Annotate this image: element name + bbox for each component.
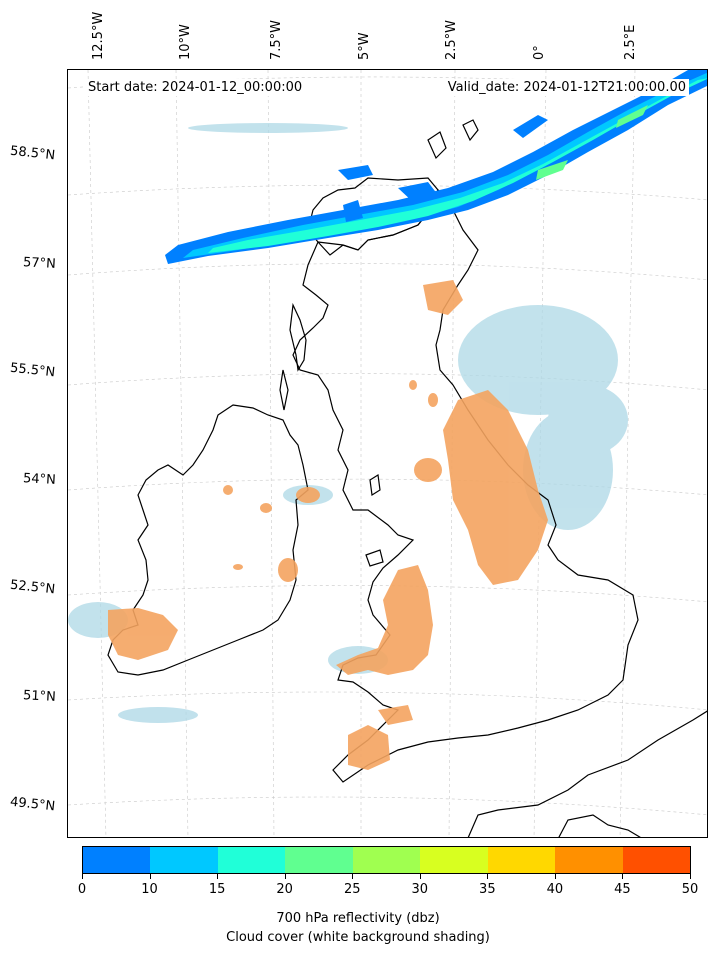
colorbar-tick <box>352 874 354 879</box>
band-patch <box>338 165 373 180</box>
colorbar-tick-label: 0 <box>77 882 87 897</box>
cloud-patch <box>188 123 348 133</box>
colorbar-segment <box>555 847 623 873</box>
longitude-label: 0° <box>532 45 547 60</box>
gridline <box>68 691 707 711</box>
colorbar-segment <box>622 847 690 873</box>
coastline-anglesey <box>365 549 384 567</box>
map-panel: Start date: 2024-01-12_00:00:00 Valid_da… <box>67 69 708 838</box>
colorbar-segment <box>285 847 353 873</box>
coastline-hebrides <box>289 302 307 372</box>
colorbar-tick-label: 20 <box>276 882 293 897</box>
colorbar-tick <box>487 874 489 879</box>
band-patch <box>398 182 438 202</box>
colorbar-tick-label: 35 <box>479 882 496 897</box>
longitude-label: 10°W <box>178 24 193 60</box>
colorbar-tick-label: 10 <box>141 882 158 897</box>
cloud-patch <box>548 385 628 455</box>
longitude-label: 12.5°W <box>91 11 106 60</box>
colorbar-tick-label: 30 <box>411 882 429 897</box>
latitude-label: 57°N <box>22 255 57 272</box>
coastline-isle-of-man <box>369 473 381 497</box>
gridline <box>68 796 707 816</box>
colorbar-tick <box>554 874 556 879</box>
map-canvas <box>68 70 707 837</box>
colorbar-tick <box>284 874 286 879</box>
latitude-label: 52.5°N <box>9 577 56 598</box>
gridline <box>175 70 189 837</box>
colorbar-label: 700 hPa reflectivity (dbz) <box>276 911 440 926</box>
precip-patch <box>296 487 320 503</box>
gridline <box>267 70 275 837</box>
gridline <box>87 70 107 837</box>
band-peak <box>616 105 648 128</box>
latitude-label: 49.5°N <box>9 794 56 815</box>
colorbar-tick <box>419 874 421 879</box>
gridline <box>68 478 707 496</box>
longitude-label: 5°W <box>357 32 372 60</box>
colorbar-tick-label: 15 <box>208 882 226 897</box>
band-outer <box>165 70 707 264</box>
colorbar-tick <box>82 874 83 879</box>
colorbar-tick <box>690 874 691 879</box>
precipitation-areas <box>108 280 548 770</box>
coastline-shetland <box>462 119 479 142</box>
longitude-label: 2.5°E <box>623 24 638 60</box>
precip-patch <box>428 393 438 407</box>
precip-patch <box>336 565 433 675</box>
precip-patch <box>233 564 243 570</box>
valid-date-label: Valid_date: 2024-01-12T21:00:00.00 <box>444 79 689 96</box>
gridline <box>68 184 707 201</box>
precip-patch <box>423 280 463 315</box>
colorbar-tick <box>622 874 624 879</box>
coastline-great-britain <box>292 188 639 783</box>
colorbar-segment <box>352 847 421 873</box>
longitude-label: 7.5°W <box>269 19 284 60</box>
precip-patch <box>108 608 178 660</box>
colorbar-tick <box>149 874 151 879</box>
band-peak <box>536 160 568 180</box>
longitude-label: 2.5°W <box>444 19 459 60</box>
latitude-label: 54°N <box>22 471 57 488</box>
colorbar-tick-label: 40 <box>546 882 564 897</box>
latitude-label: 58.5°N <box>9 143 56 164</box>
colorbar-tick-label: 50 <box>681 882 699 897</box>
band-patch <box>343 200 363 222</box>
precip-patch <box>223 485 233 495</box>
band-patch <box>513 115 548 138</box>
colorbar-tick-label: 45 <box>614 882 631 897</box>
coastline-continent <box>558 814 641 837</box>
precip-patch <box>278 558 298 582</box>
colorbar-segment <box>83 847 151 873</box>
colorbar-segment <box>150 847 218 873</box>
gridline <box>619 70 636 837</box>
gridline <box>68 373 707 391</box>
reflectivity-band <box>165 70 707 264</box>
precip-patch <box>443 390 548 585</box>
coastline-ireland <box>107 404 309 676</box>
gridline <box>68 585 707 603</box>
precip-patch <box>378 705 413 725</box>
coastline-hebrides <box>279 369 289 411</box>
precip-patch <box>414 458 442 482</box>
colorbar-segment <box>487 847 556 873</box>
colorbar-tick-label: 25 <box>343 882 361 897</box>
latitude-label: 55.5°N <box>9 360 56 381</box>
start-date-label: Start date: 2024-01-12_00:00:00 <box>85 79 306 96</box>
latitude-label: 51°N <box>22 688 57 705</box>
colorbar-tick <box>217 874 219 879</box>
precip-patch <box>260 503 272 513</box>
precip-patch <box>409 380 417 390</box>
coastline-france <box>467 710 707 837</box>
gridline <box>68 263 707 281</box>
colorbar <box>82 846 691 874</box>
colorbar-segment <box>420 847 488 873</box>
coastlines <box>107 119 707 837</box>
colorbar-segment <box>217 847 286 873</box>
coastline-orkney <box>427 131 447 160</box>
colorbar-sublabel: Cloud cover (white background shading) <box>226 930 490 945</box>
cloud-patch <box>118 707 198 723</box>
precip-patch <box>348 725 390 770</box>
